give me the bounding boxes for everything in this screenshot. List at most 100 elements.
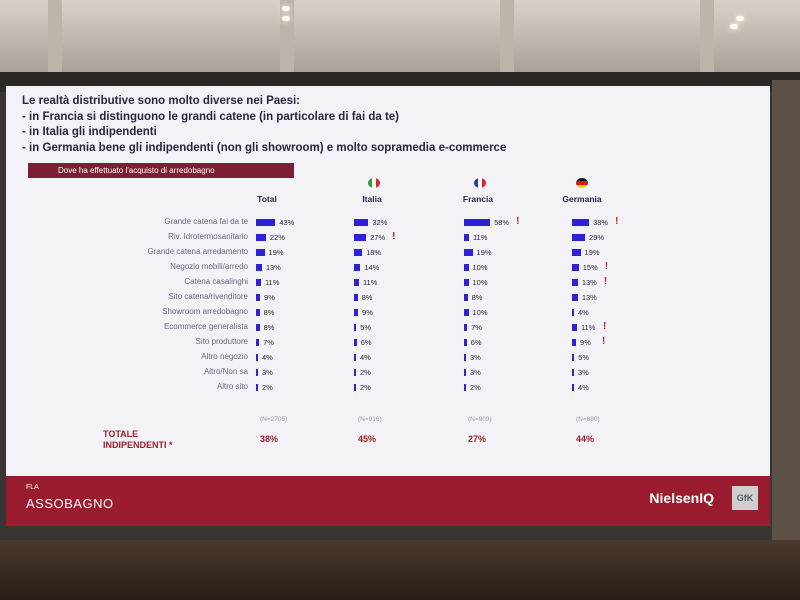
value-label: 8%: [361, 293, 373, 302]
value-label: 29%: [589, 233, 605, 242]
bar-francia: [464, 369, 466, 376]
value-label: 8%: [263, 308, 275, 317]
bar-francia: [464, 294, 468, 301]
flag-stripe: [478, 178, 482, 188]
value-label: 11%: [580, 323, 596, 332]
total-value: 38%: [260, 434, 279, 444]
flag-stripe: [372, 178, 376, 188]
ceiling-beam: [500, 0, 514, 80]
bar-germania: [572, 354, 575, 361]
value-label: 19%: [584, 248, 600, 257]
value-label: 14%: [364, 263, 380, 272]
bar-italia: [354, 384, 356, 391]
bar-total: [256, 354, 258, 361]
highlight-mark-icon: !: [602, 336, 606, 347]
value-label: 19%: [268, 248, 284, 257]
bar-total: [256, 369, 258, 376]
value-label: 11%: [362, 278, 378, 287]
wall-pillar: [772, 80, 800, 550]
value-label: 9%: [580, 338, 591, 347]
bar-total: [256, 279, 261, 286]
value-label: 3%: [470, 353, 481, 362]
category-label: Sito catena/rivenditore: [168, 292, 248, 301]
headline-line: - in Francia si distinguono le grandi ca…: [22, 110, 400, 123]
value-label: 38%: [593, 218, 609, 227]
value-label: 9%: [362, 308, 373, 317]
value-label: 8%: [471, 293, 483, 302]
category-label: Sito produttore: [195, 337, 248, 346]
flag-stripe: [376, 178, 380, 188]
bar-germania: [572, 249, 581, 256]
bar-germania: [572, 369, 574, 376]
ceiling-beam: [280, 0, 294, 80]
bar-total: [256, 234, 266, 241]
bar-francia: [464, 324, 468, 331]
bar-italia: [354, 309, 359, 316]
bar-italia: [354, 339, 357, 346]
category-label: Riv. Idrotermosanitario: [168, 232, 248, 241]
total-indipendenti-label: TOTALE INDIPENDENTI *: [103, 429, 173, 451]
headline-line: - in Germania bene gli indipendenti (non…: [22, 141, 507, 154]
value-label: 8%: [263, 323, 275, 332]
bar-italia: [354, 294, 358, 301]
bar-francia: [464, 234, 469, 241]
category-label: Ecommerce generalista: [163, 322, 248, 331]
flag-stripe: [576, 181, 588, 185]
ceiling-beam: [700, 0, 714, 80]
value-label: 15%: [582, 263, 598, 272]
category-label: Altro negozio: [201, 352, 248, 361]
bar-germania: [572, 264, 579, 271]
highlight-mark-icon: !: [392, 231, 396, 242]
value-label: 13%: [581, 278, 597, 287]
value-label: 43%: [279, 218, 295, 227]
value-label: 2%: [360, 368, 371, 377]
footer-bar: FLA ASSOBAGNO NielsenIQ GfK: [6, 476, 770, 526]
value-label: 2%: [360, 383, 371, 392]
column-header-germania: Germania: [562, 194, 602, 204]
highlight-mark-icon: !: [603, 276, 608, 287]
room-floor: [0, 540, 800, 600]
bar-germania: [572, 294, 578, 301]
total-label-line: INDIPENDENTI *: [103, 440, 173, 450]
bar-germania: [572, 219, 590, 226]
sample-size: (N=2705): [260, 416, 288, 423]
bar-italia: [354, 354, 356, 361]
value-label: 7%: [263, 338, 274, 347]
bar-italia: [354, 219, 369, 226]
bar-italia: [354, 234, 367, 241]
column-header-francia: Francia: [462, 194, 494, 204]
bar-germania: [572, 384, 574, 391]
bar-germania: [572, 324, 577, 331]
ceiling-light: [730, 24, 738, 29]
sample-size: (N=916): [358, 416, 382, 423]
value-label: 6%: [360, 338, 372, 347]
ceiling-light: [736, 16, 744, 21]
bar-total: [256, 384, 258, 391]
bar-total: [256, 294, 261, 301]
bar-francia: [464, 219, 491, 226]
question-banner: Dove ha effettuato l'acquisto di arredob…: [28, 163, 294, 178]
highlight-mark-icon: !: [604, 261, 609, 272]
bar-total: [256, 324, 260, 331]
ceiling-beam: [48, 0, 62, 80]
flag-stripe: [576, 184, 588, 188]
value-label: 58%: [494, 218, 510, 227]
category-label: Catena casalinghi: [184, 277, 248, 286]
bar-italia: [354, 279, 359, 286]
value-label: 5%: [360, 323, 372, 332]
flag-italy-icon: [368, 178, 380, 188]
bar-germania: [572, 279, 578, 286]
value-label: 3%: [262, 368, 273, 377]
value-label: 27%: [370, 233, 386, 242]
value-label: 4%: [578, 308, 589, 317]
ceiling: [0, 0, 800, 80]
bar-total: [256, 264, 262, 271]
value-label: 9%: [264, 293, 275, 302]
bar-francia: [464, 384, 466, 391]
value-label: 22%: [269, 233, 285, 242]
value-label: 13%: [581, 293, 597, 302]
nielseniq-logo: NielsenIQ: [649, 490, 714, 506]
bar-italia: [354, 324, 357, 331]
category-label: Grande catena arredamento: [147, 247, 248, 256]
bar-francia: [464, 339, 467, 346]
